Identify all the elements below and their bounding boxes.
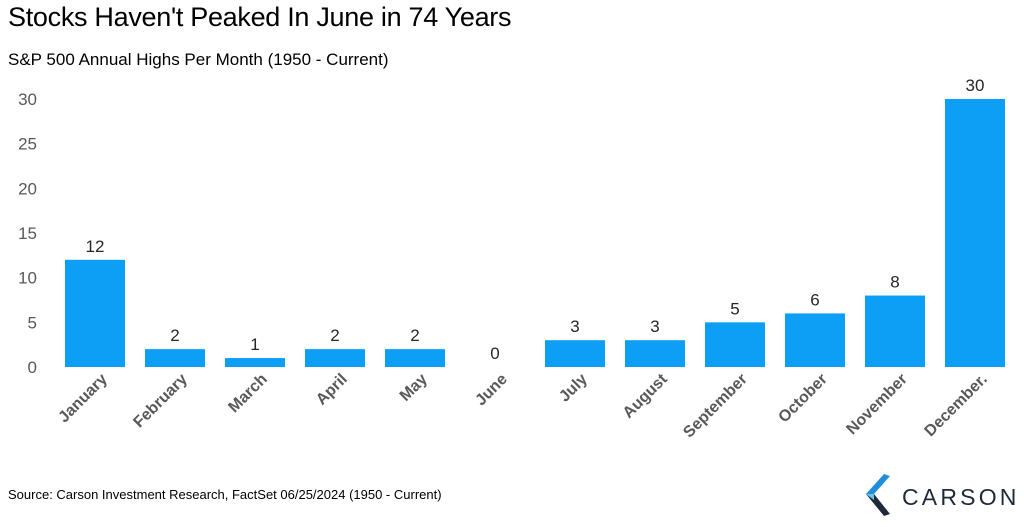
x-tick-label: June [472,371,510,409]
x-tick-label: May [397,371,431,405]
data-label: 3 [650,317,659,336]
data-label: 2 [410,326,419,345]
logo-text: CARSON [902,484,1020,510]
y-tick-label: 5 [28,313,37,332]
data-label: 2 [170,326,179,345]
y-tick-label: 10 [18,269,37,288]
data-label: 6 [810,290,819,309]
data-label: 8 [890,273,899,292]
x-axis: January February March April May June July Augu… [55,370,990,441]
data-label: 0 [490,344,499,363]
bars [65,99,1005,367]
bar [865,295,925,367]
x-tick-label: November [843,371,910,438]
bar [225,358,285,367]
x-tick-label: April [313,371,351,409]
carson-logo: CARSON [862,474,1016,520]
data-label: 5 [730,299,739,318]
y-tick-label: 20 [18,179,37,198]
bar [145,349,205,367]
x-tick-label: August [620,370,671,421]
bar [785,313,845,367]
y-tick-label: 25 [18,135,37,154]
bar [705,322,765,367]
y-tick-label: 15 [18,224,37,243]
y-tick-label: 0 [28,358,37,377]
data-label: 3 [570,317,579,336]
bar [65,259,125,367]
data-label: 1 [250,335,259,354]
x-tick-label: December. [922,371,991,440]
bar [945,99,1005,367]
chart-title: Stocks Haven't Peaked In June in 74 Year… [8,2,512,32]
chart-subtitle: S&P 500 Annual Highs Per Month (1950 - C… [8,50,389,69]
y-tick-label: 30 [18,90,37,109]
carson-chevron-logo-icon [866,474,890,516]
x-tick-label: February [130,371,191,432]
x-tick-label: September [680,371,751,442]
y-axis: 0 5 10 15 20 25 30 [18,90,37,377]
data-label: 2 [330,326,339,345]
bar [545,340,605,367]
source-note: Source: Carson Investment Research, Fact… [8,487,442,502]
x-tick-label: October [775,371,830,426]
x-tick-label: July [556,371,591,406]
bar [305,349,365,367]
data-label: 12 [86,237,105,256]
bar [625,340,685,367]
data-label: 30 [966,76,985,95]
bar [385,349,445,367]
x-tick-label: January [55,371,110,426]
x-tick-label: March [225,371,270,416]
